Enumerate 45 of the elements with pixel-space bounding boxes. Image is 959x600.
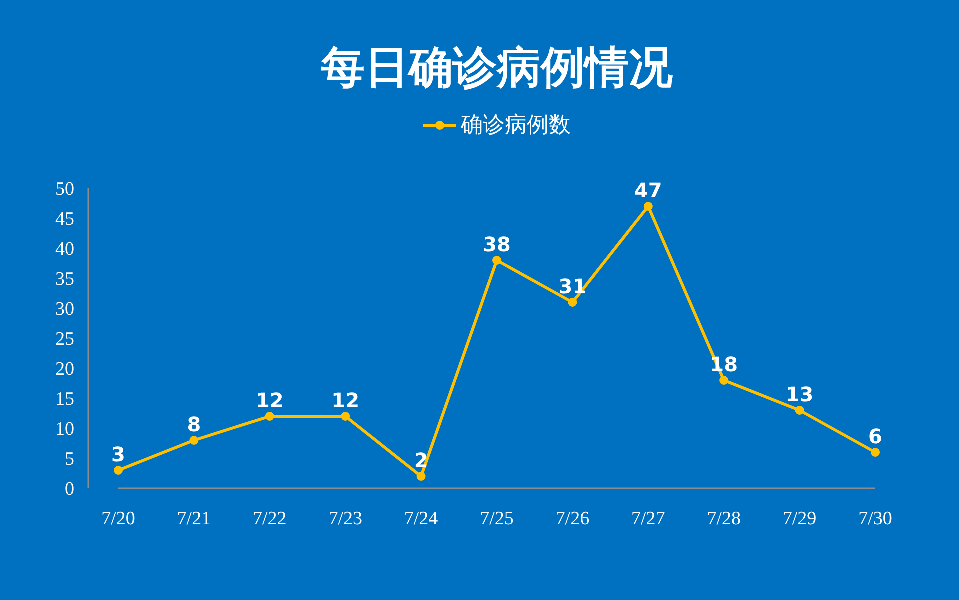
point [720, 376, 729, 385]
x-tick-label: 7/30 [858, 508, 892, 530]
point [114, 466, 123, 475]
y-tick-label: 40 [56, 239, 74, 260]
x-tick-label: 7/23 [328, 508, 362, 530]
point [795, 406, 804, 415]
point [492, 256, 502, 265]
data-label: 8 [187, 412, 202, 436]
point [568, 298, 578, 307]
x-tick-label: 7/29 [782, 508, 817, 530]
data-label: 12 [256, 388, 284, 412]
x-tick-label: 7/28 [707, 508, 741, 530]
y-tick-label: 15 [56, 389, 74, 410]
data-label: 3 [112, 442, 126, 466]
point [644, 202, 653, 211]
y-tick-label: 25 [56, 329, 74, 350]
point [416, 472, 426, 481]
data-label: 38 [483, 232, 511, 256]
y-tick-label: 20 [56, 359, 74, 380]
chart-title: 每日确诊病例情况 [320, 42, 673, 94]
x-tick-label: 7/21 [177, 508, 212, 530]
y-tick-label: 50 [56, 179, 74, 200]
data-label: 13 [786, 382, 814, 406]
point [341, 412, 350, 421]
y-tick-label: 30 [56, 299, 74, 320]
y-tick-label: 35 [56, 269, 74, 290]
data-label: 47 [634, 178, 662, 202]
data-label: 31 [558, 274, 587, 298]
y-tick-label: 10 [56, 419, 74, 440]
y-tick-label: 5 [65, 449, 74, 470]
data-label: 2 [414, 448, 428, 472]
x-tick-label: 7/20 [102, 508, 136, 530]
legend-label: 确诊病例数 [461, 112, 571, 140]
x-tick-label: 7/22 [253, 508, 287, 530]
x-tick-label: 7/25 [480, 508, 514, 530]
data-label: 12 [332, 388, 360, 412]
y-tick-label: 0 [65, 479, 74, 500]
data-label: 6 [868, 424, 882, 448]
point [190, 436, 199, 445]
x-tick-label: 7/27 [632, 508, 666, 530]
x-tick-label: 7/26 [556, 508, 590, 530]
point [871, 448, 880, 457]
x-tick-label: 7/24 [404, 508, 439, 530]
y-tick-label: 45 [56, 209, 74, 230]
point [265, 412, 274, 421]
